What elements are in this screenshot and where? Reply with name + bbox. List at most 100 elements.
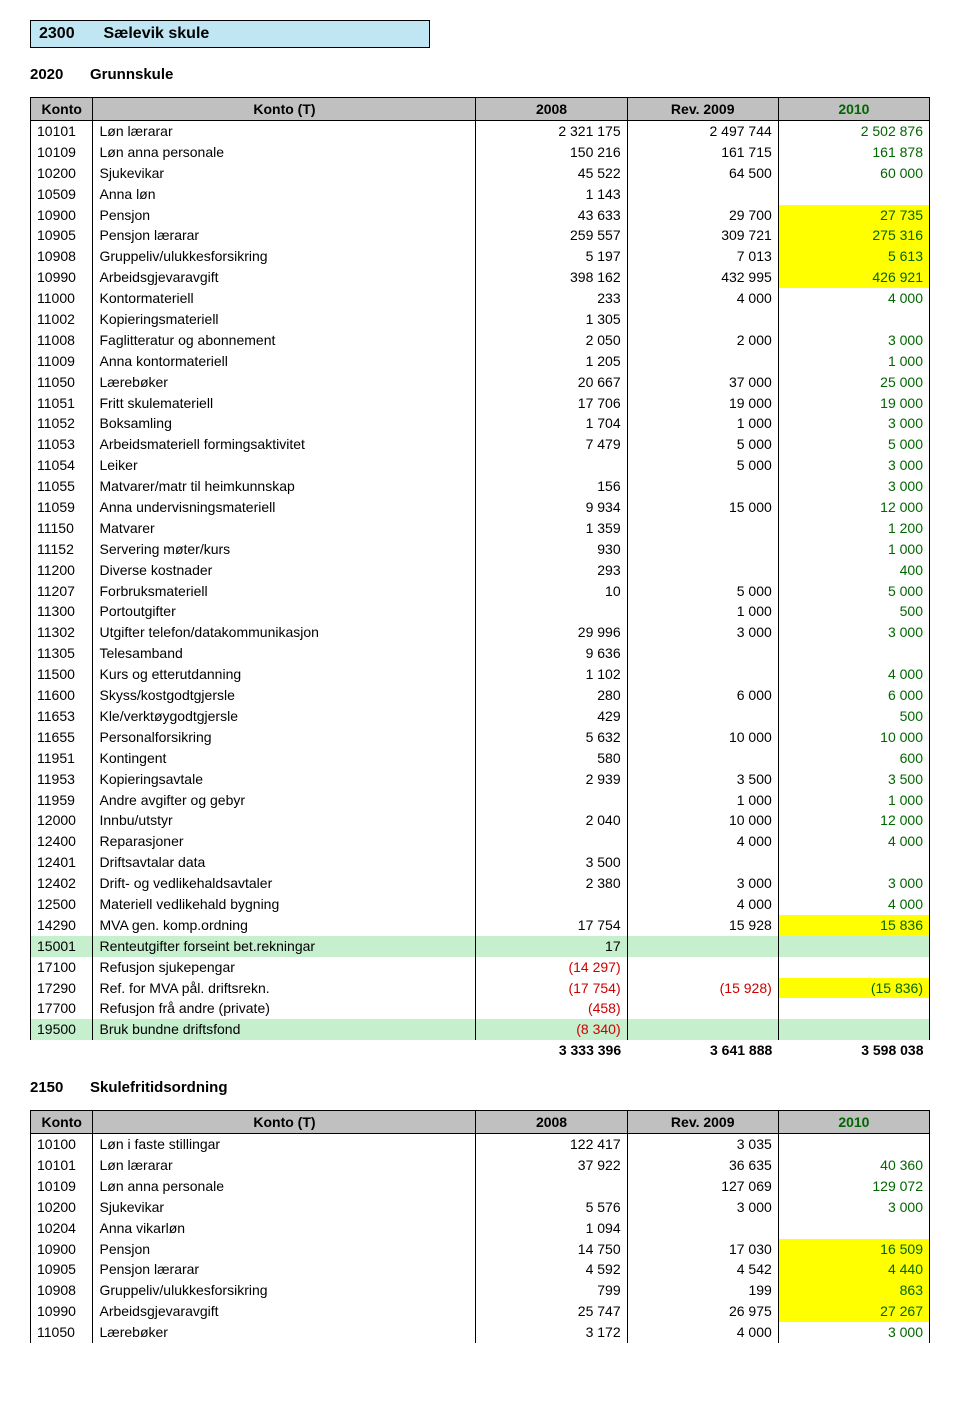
cell: 4 000 <box>627 1322 778 1343</box>
cell <box>627 309 778 330</box>
cell: 5 197 <box>476 246 627 267</box>
total-2008: 3 333 396 <box>476 1040 627 1061</box>
cell: Skyss/kostgodtgjersle <box>93 685 476 706</box>
table-row: 11302Utgifter telefon/datakommunikasjon2… <box>31 622 930 643</box>
cell: (15 836) <box>778 978 929 999</box>
col-header: Rev. 2009 <box>627 98 778 121</box>
cell: 10990 <box>31 267 93 288</box>
cell: 275 316 <box>778 225 929 246</box>
cell: 1 704 <box>476 413 627 434</box>
cell: Drift- og vedlikehaldsavtaler <box>93 873 476 894</box>
cell: 10101 <box>31 1155 93 1176</box>
cell: 11302 <box>31 622 93 643</box>
cell <box>476 790 627 811</box>
cell: 2 000 <box>627 330 778 351</box>
cell <box>31 1040 93 1061</box>
cell: 426 921 <box>778 267 929 288</box>
cell: 4 000 <box>627 894 778 915</box>
cell: 36 635 <box>627 1155 778 1176</box>
table-row: 11055Matvarer/matr til heimkunnskap1563 … <box>31 476 930 497</box>
cell: 6 000 <box>627 685 778 706</box>
budget-table: KontoKonto (T)2008Rev. 2009201010100Løn … <box>30 1110 930 1343</box>
cell: 429 <box>476 706 627 727</box>
cell: 60 000 <box>778 163 929 184</box>
title-name: Sælevik skule <box>103 25 209 42</box>
cell: 4 592 <box>476 1259 627 1280</box>
cell: 11053 <box>31 434 93 455</box>
cell: Driftsavtalar data <box>93 852 476 873</box>
cell <box>778 643 929 664</box>
cell: 29 996 <box>476 622 627 643</box>
cell <box>778 1019 929 1040</box>
cell: 11059 <box>31 497 93 518</box>
cell: 11000 <box>31 288 93 309</box>
cell: 1 305 <box>476 309 627 330</box>
table-row: 11305Telesamband9 636 <box>31 643 930 664</box>
cell: Lærebøker <box>93 1322 476 1343</box>
cell: Kurs og etterutdanning <box>93 664 476 685</box>
col-header: Konto <box>31 1111 93 1134</box>
cell: Innbu/utstyr <box>93 810 476 831</box>
cell <box>627 643 778 664</box>
table-row: 10101Løn lærarar2 321 1752 497 7442 502 … <box>31 121 930 142</box>
table-row: 10109Løn anna personale150 216161 715161… <box>31 142 930 163</box>
cell: Fritt skulemateriell <box>93 393 476 414</box>
cell: Portoutgifter <box>93 601 476 622</box>
cell: 11002 <box>31 309 93 330</box>
cell <box>627 539 778 560</box>
cell <box>778 1134 929 1155</box>
cell <box>93 1040 476 1061</box>
cell: Pensjon lærarar <box>93 1259 476 1280</box>
table-row: 11008Faglitteratur og abonnement2 0502 0… <box>31 330 930 351</box>
cell: 29 700 <box>627 205 778 226</box>
cell <box>778 957 929 978</box>
cell: 10 000 <box>627 727 778 748</box>
cell: 12000 <box>31 810 93 831</box>
table-row: 15001Renteutgifter forseint bet.rekninga… <box>31 936 930 957</box>
cell: 11300 <box>31 601 93 622</box>
cell: 863 <box>778 1280 929 1301</box>
cell: Kopieringsmateriell <box>93 309 476 330</box>
cell <box>627 706 778 727</box>
table-row: 11655Personalforsikring5 63210 00010 000 <box>31 727 930 748</box>
cell: 4 000 <box>627 831 778 852</box>
cell: 11150 <box>31 518 93 539</box>
cell: 580 <box>476 748 627 769</box>
cell: 10101 <box>31 121 93 142</box>
col-header: Rev. 2009 <box>627 1111 778 1134</box>
cell: Diverse kostnader <box>93 560 476 581</box>
cell <box>627 1218 778 1239</box>
table-row: 10990Arbeidsgjevaravgift25 74726 97527 2… <box>31 1301 930 1322</box>
cell: 11500 <box>31 664 93 685</box>
cell <box>778 184 929 205</box>
cell <box>627 998 778 1019</box>
table-row: 11051Fritt skulemateriell17 70619 00019 … <box>31 393 930 414</box>
table-row: 11059Anna undervisningsmateriell9 93415 … <box>31 497 930 518</box>
table-row: 11500Kurs og etterutdanning1 1024 000 <box>31 664 930 685</box>
cell: 4 000 <box>778 664 929 685</box>
cell <box>627 1019 778 1040</box>
cell: 3 172 <box>476 1322 627 1343</box>
cell: 5 000 <box>778 434 929 455</box>
cell: 11305 <box>31 643 93 664</box>
cell: 3 500 <box>627 769 778 790</box>
cell <box>627 351 778 372</box>
table-row: 12401Driftsavtalar data3 500 <box>31 852 930 873</box>
cell: Løn i faste stillingar <box>93 1134 476 1155</box>
cell: 7 479 <box>476 434 627 455</box>
cell: 17700 <box>31 998 93 1019</box>
cell: 27 735 <box>778 205 929 226</box>
cell <box>778 936 929 957</box>
cell: 10908 <box>31 1280 93 1301</box>
cell: 233 <box>476 288 627 309</box>
cell: Refusjon frå andre (private) <box>93 998 476 1019</box>
cell: 3 000 <box>778 330 929 351</box>
cell <box>627 184 778 205</box>
cell: Gruppeliv/ulukkesforsikring <box>93 1280 476 1301</box>
cell: Forbruksmateriell <box>93 581 476 602</box>
table-row: 11152Servering møter/kurs9301 000 <box>31 539 930 560</box>
cell: Løn lærarar <box>93 1155 476 1176</box>
total-2009: 3 641 888 <box>627 1040 778 1061</box>
cell: 3 000 <box>778 476 929 497</box>
table-row: 10908Gruppeliv/ulukkesforsikring79919986… <box>31 1280 930 1301</box>
